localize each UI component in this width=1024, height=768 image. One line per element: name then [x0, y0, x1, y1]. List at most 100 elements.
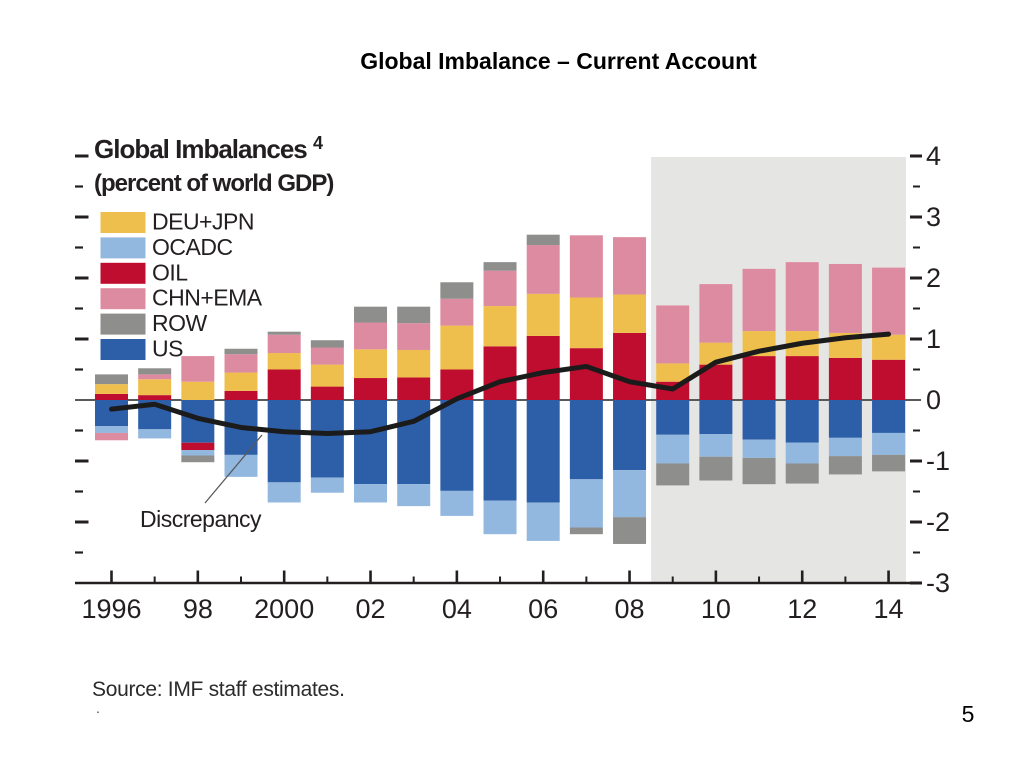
- bar-segment-OCADC-2006: [526, 502, 560, 541]
- bar-segment-OCADC-2008: [613, 470, 647, 518]
- legend-label-DEU+JPN: DEU+JPN: [152, 209, 254, 235]
- footnote-mark: .: [96, 700, 100, 716]
- x-axis-tick-label: 1996: [81, 594, 141, 624]
- bar-segment-US-2011: [742, 400, 776, 440]
- bar-segment-US-2004: [440, 400, 474, 491]
- bar-segment-CHN+EMA-1996: [95, 432, 128, 441]
- bar-segment-US-2006: [526, 400, 560, 503]
- y-axis-tick-label: 0: [926, 385, 941, 415]
- bar-segment-CHN+EMA-1997: [138, 374, 172, 380]
- bar-segment-OCADC-2011: [742, 439, 776, 458]
- y-axis-tick-label: -1: [926, 446, 950, 476]
- bar-segment-ROW-2008: [613, 517, 647, 544]
- y-axis-tick-label: 4: [926, 141, 941, 171]
- chart-title-footnote-superscript: 4: [313, 133, 323, 153]
- bar-segment-DEU+JPN-1999: [224, 372, 258, 391]
- bar-segment-CHN+EMA-1999: [224, 354, 258, 373]
- bar-segment-DEU+JPN-2014: [872, 334, 906, 360]
- bar-segment-CHN+EMA-2002: [354, 322, 388, 350]
- bar-segment-ROW-2006: [526, 234, 560, 246]
- bar-segment-CHN+EMA-2010: [699, 284, 733, 343]
- bar-segment-OCADC-2002: [354, 484, 388, 503]
- bar-segment-OCADC-2001: [310, 477, 344, 493]
- legend-swatch-ROW: [100, 313, 146, 335]
- bar-segment-ROW-2002: [354, 306, 388, 323]
- bar-segment-US-2000: [267, 400, 301, 483]
- x-axis-tick-label: 04: [442, 594, 472, 624]
- bar-segment-US-2002: [354, 400, 388, 485]
- legend-label-OCADC: OCADC: [152, 234, 233, 260]
- bar-segment-CHN+EMA-2005: [483, 270, 517, 307]
- bar-segment-US-2010: [699, 400, 733, 435]
- bar-segment-DEU+JPN-2009: [656, 363, 690, 382]
- bar-segment-OIL-2003: [397, 377, 431, 400]
- bar-segment-DEU+JPN-2000: [267, 353, 301, 370]
- bar-segment-CHN+EMA-1998: [181, 356, 215, 382]
- bar-segment-OIL-1999: [224, 390, 258, 400]
- bar-segment-DEU+JPN-2007: [569, 297, 603, 349]
- bar-segment-OIL-1998: [181, 442, 215, 451]
- bar-segment-US-2001: [310, 400, 344, 478]
- chart-title: Global Imbalances 4: [94, 133, 323, 164]
- page-title: Global Imbalance – Current Account: [360, 48, 757, 74]
- bar-segment-ROW-1998: [181, 455, 215, 463]
- bar-segment-DEU+JPN-1996: [95, 384, 128, 394]
- x-axis-tick-label: 14: [874, 594, 904, 624]
- bar-segment-ROW-2010: [699, 456, 733, 481]
- y-axis-tick-label: -3: [926, 568, 950, 598]
- bar-segment-US-2014: [872, 400, 906, 433]
- bar-segment-OIL-2006: [526, 335, 560, 400]
- bar-segment-DEU+JPN-2002: [354, 349, 388, 379]
- x-axis-tick-label: 08: [615, 594, 645, 624]
- bar-segment-US-2009: [656, 400, 690, 435]
- bar-segment-DEU+JPN-2008: [613, 294, 647, 333]
- bar-segment-CHN+EMA-2000: [267, 334, 301, 354]
- bar-segment-US-2013: [828, 400, 862, 438]
- bar-segment-OCADC-1997: [138, 429, 172, 439]
- projection-region-rect: [651, 157, 906, 582]
- bar-segment-US-2005: [483, 400, 517, 501]
- bar-segment-ROW-2007: [569, 527, 603, 535]
- bar-segment-ROW-2011: [742, 457, 776, 485]
- bar-segment-US-2007: [569, 400, 603, 480]
- legend-label-CHN+EMA: CHN+EMA: [152, 285, 263, 311]
- bar-segment-CHN+EMA-2013: [828, 263, 862, 333]
- legend-swatch-OCADC: [100, 237, 146, 259]
- bar-segment-OCADC-2013: [828, 437, 862, 457]
- bar-segment-US-2008: [613, 400, 647, 471]
- chart-subtitle: (percent of world GDP): [94, 170, 333, 197]
- legend-label-OIL: OIL: [152, 259, 188, 285]
- bar-segment-ROW-2005: [483, 262, 517, 271]
- bar-segment-CHN+EMA-2009: [656, 305, 690, 364]
- bar-segment-OCADC-2014: [872, 432, 906, 455]
- bar-segment-ROW-2012: [785, 463, 819, 484]
- legend-label-ROW: ROW: [152, 310, 208, 336]
- bar-segment-DEU+JPN-1997: [138, 379, 172, 396]
- bar-segment-OCADC-2010: [699, 434, 733, 457]
- bar-segment-ROW-2014: [872, 454, 906, 472]
- x-axis-tick-label: 06: [528, 594, 558, 624]
- bar-segment-CHN+EMA-2003: [397, 323, 431, 350]
- projection-shaded-region: [651, 157, 906, 582]
- bar-segment-DEU+JPN-2006: [526, 293, 560, 336]
- bar-segment-OIL-2001: [310, 386, 344, 400]
- bar-segment-DEU+JPN-1998: [181, 381, 215, 400]
- legend-swatch-US: [100, 339, 146, 360]
- bar-segment-DEU+JPN-2001: [310, 364, 344, 387]
- bar-segment-DEU+JPN-2004: [440, 325, 474, 370]
- bar-segment-ROW-2009: [656, 463, 690, 486]
- bar-segment-OIL-2007: [569, 348, 603, 400]
- bar-segment-OCADC-2007: [569, 479, 603, 528]
- bar-segment-OIL-2011: [742, 356, 776, 400]
- bar-segment-CHN+EMA-2004: [440, 298, 474, 326]
- bar-segment-OCADC-1999: [224, 454, 258, 477]
- x-axis-tick-label: 12: [787, 594, 817, 624]
- bar-segment-OCADC-2009: [656, 434, 690, 464]
- bar-segment-OCADC-1996: [95, 426, 128, 433]
- discrepancy-annotation-pointer-line: [204, 434, 263, 504]
- x-axis-tick-label: 10: [701, 594, 731, 624]
- bar-segment-DEU+JPN-2003: [397, 349, 431, 378]
- bar-segment-US-2012: [785, 400, 819, 443]
- bar-segment-OIL-2012: [785, 356, 819, 400]
